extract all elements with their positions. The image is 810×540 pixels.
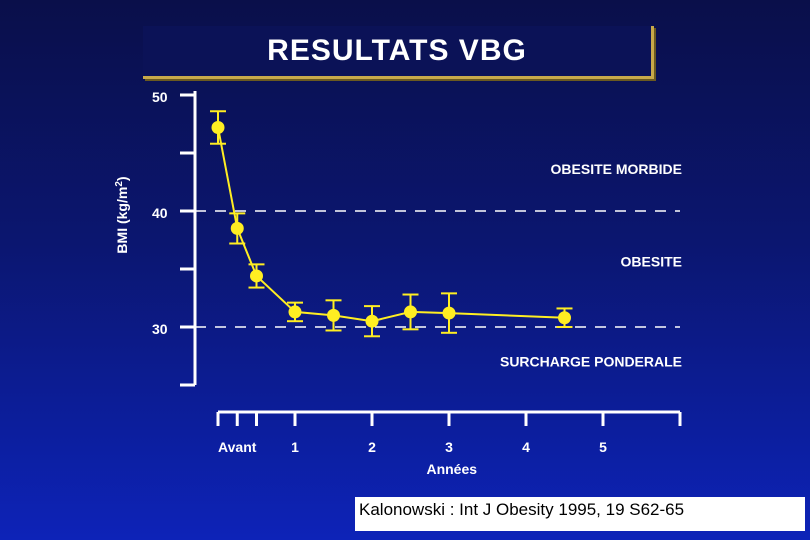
source-citation: Kalonowski : Int J Obesity 1995, 19 S62-… (355, 497, 805, 531)
zone-label: OBESITE (621, 254, 682, 270)
title-box: RESULTATS VBG (143, 26, 654, 79)
data-point (442, 306, 456, 320)
data-point (250, 269, 263, 283)
data-point (230, 221, 244, 235)
data-point (365, 314, 379, 328)
x-tick-label: 3 (445, 439, 453, 455)
x-tick-label: 2 (368, 439, 376, 455)
data-point (288, 305, 302, 319)
chart-title: RESULTATS VBG (267, 34, 527, 67)
y-tick-label: 30 (152, 321, 168, 337)
x-tick-label: Avant (218, 439, 257, 455)
zone-label: OBESITE MORBIDE (551, 161, 682, 177)
data-point (327, 308, 340, 322)
y-tick-label: 50 (152, 89, 168, 105)
data-point (558, 311, 571, 325)
x-tick-label: 5 (599, 439, 607, 455)
x-tick-label: 4 (522, 439, 530, 455)
series-line (217, 127, 565, 323)
x-tick-label: 1 (291, 439, 299, 455)
data-point (404, 305, 417, 319)
data-point (211, 120, 225, 134)
zone-label: SURCHARGE PONDERALE (500, 353, 682, 369)
y-tick-label: 40 (152, 205, 168, 221)
y-axis-label: BMI (kg/m2) (114, 176, 131, 253)
x-axis-label: Années (426, 461, 477, 477)
